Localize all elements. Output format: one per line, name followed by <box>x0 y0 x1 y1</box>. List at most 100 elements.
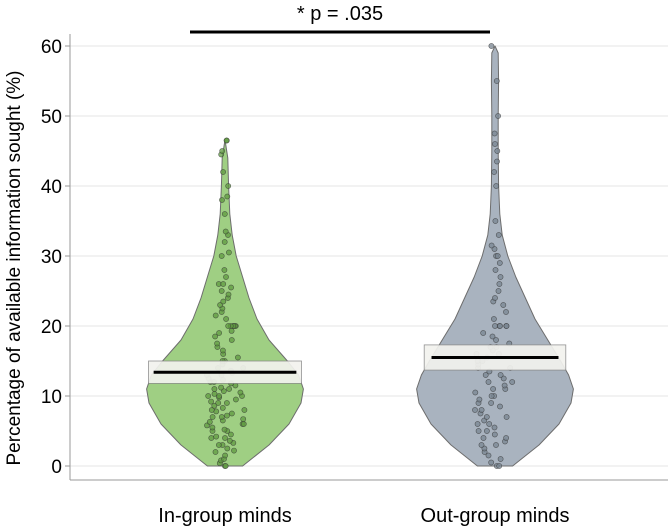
point-0-42 <box>205 393 212 399</box>
point-0-34 <box>219 404 226 411</box>
point-1-58 <box>503 323 510 329</box>
point-0-84 <box>217 302 223 308</box>
point-0-102 <box>225 183 232 189</box>
point-1-57 <box>492 323 498 329</box>
point-1-19 <box>483 414 490 420</box>
point-0-39 <box>232 396 239 403</box>
point-0-19 <box>221 426 228 433</box>
point-1-73 <box>488 242 495 249</box>
point-0-80 <box>223 316 229 322</box>
point-1-80 <box>492 141 498 147</box>
point-0-38 <box>208 398 214 405</box>
point-0-14 <box>222 435 228 441</box>
point-0-10 <box>215 442 222 448</box>
x-category-label-1: Out-group minds <box>421 505 570 527</box>
point-0-92 <box>223 274 229 280</box>
point-1-27 <box>476 396 483 403</box>
y-axis-title: Percentage of available information soug… <box>4 70 25 465</box>
point-1-32 <box>490 386 496 392</box>
point-0-107 <box>223 137 230 144</box>
point-0-37 <box>215 400 222 406</box>
point-0-35 <box>211 402 218 409</box>
point-1-3 <box>497 456 504 462</box>
point-0-7 <box>231 447 237 454</box>
point-1-61 <box>503 309 509 315</box>
point-1-15 <box>491 424 498 431</box>
point-1-83 <box>493 78 500 84</box>
point-0-94 <box>218 253 225 259</box>
y-tick-label-20: 20 <box>41 317 62 338</box>
point-0-36 <box>223 400 230 406</box>
point-0-12 <box>226 437 233 444</box>
point-0-69 <box>214 340 220 347</box>
point-0-27 <box>209 414 216 420</box>
point-0-45 <box>237 389 244 396</box>
point-0-95 <box>225 249 232 256</box>
point-1-64 <box>492 295 498 301</box>
point-0-33 <box>241 407 248 413</box>
point-1-20 <box>503 414 510 420</box>
x-category-labels: In-group minds Out-group minds <box>158 505 569 527</box>
point-1-10 <box>503 435 509 441</box>
point-1-7 <box>478 442 485 448</box>
point-0-32 <box>208 407 215 413</box>
point-1-14 <box>483 428 490 434</box>
point-1-29 <box>488 393 495 399</box>
point-1-24 <box>497 403 503 410</box>
significance-annotation: * p = .035 <box>190 3 490 34</box>
point-1-22 <box>478 407 485 413</box>
point-1-26 <box>488 400 494 406</box>
point-1-81 <box>491 130 498 137</box>
point-1-84 <box>488 43 495 49</box>
point-1-23 <box>472 407 478 413</box>
point-0-100 <box>219 197 225 203</box>
point-1-13 <box>475 428 482 434</box>
point-0-81 <box>212 312 219 319</box>
point-1-79 <box>494 148 501 154</box>
point-0-6 <box>212 449 219 455</box>
y-tick-label-50: 50 <box>41 107 62 128</box>
point-1-12 <box>491 431 498 438</box>
point-1-76 <box>493 183 500 189</box>
point-1-62 <box>500 302 507 308</box>
point-0-73 <box>228 327 235 334</box>
point-0-15 <box>213 433 220 440</box>
point-1-78 <box>494 158 500 165</box>
point-1-71 <box>494 253 501 259</box>
point-0-48 <box>226 386 232 392</box>
y-tick-labels: 0 10 20 30 40 50 60 <box>41 37 70 478</box>
point-1-66 <box>496 281 503 287</box>
point-0-93 <box>221 267 228 273</box>
point-1-35 <box>509 379 516 385</box>
point-0-8 <box>224 445 231 452</box>
point-1-30 <box>472 389 479 396</box>
point-0-70 <box>228 337 235 343</box>
point-1-68 <box>492 267 499 273</box>
point-0-13 <box>208 435 215 441</box>
point-0-16 <box>227 431 234 438</box>
point-0-23 <box>240 421 247 427</box>
point-1-59 <box>497 323 503 329</box>
point-1-67 <box>497 274 504 280</box>
point-1-75 <box>492 218 499 224</box>
point-0-88 <box>218 288 225 294</box>
significance-label: * p = .035 <box>297 3 383 25</box>
point-0-47 <box>211 386 218 392</box>
summary-stats <box>148 344 567 384</box>
x-category-label-0: In-group minds <box>158 505 291 527</box>
point-0-71 <box>212 333 218 340</box>
axes <box>69 34 668 481</box>
point-1-2 <box>488 459 495 466</box>
point-1-17 <box>486 421 493 427</box>
point-0-65 <box>234 354 241 361</box>
point-1-38 <box>482 372 489 378</box>
point-1-60 <box>490 316 497 322</box>
point-1-8 <box>493 442 499 448</box>
point-1-4 <box>485 452 492 459</box>
point-1-33 <box>501 382 508 389</box>
point-1-37 <box>497 372 504 378</box>
point-1-74 <box>495 232 502 238</box>
point-0-101 <box>224 193 231 200</box>
point-0-85 <box>220 298 227 305</box>
point-0-98 <box>222 228 229 235</box>
